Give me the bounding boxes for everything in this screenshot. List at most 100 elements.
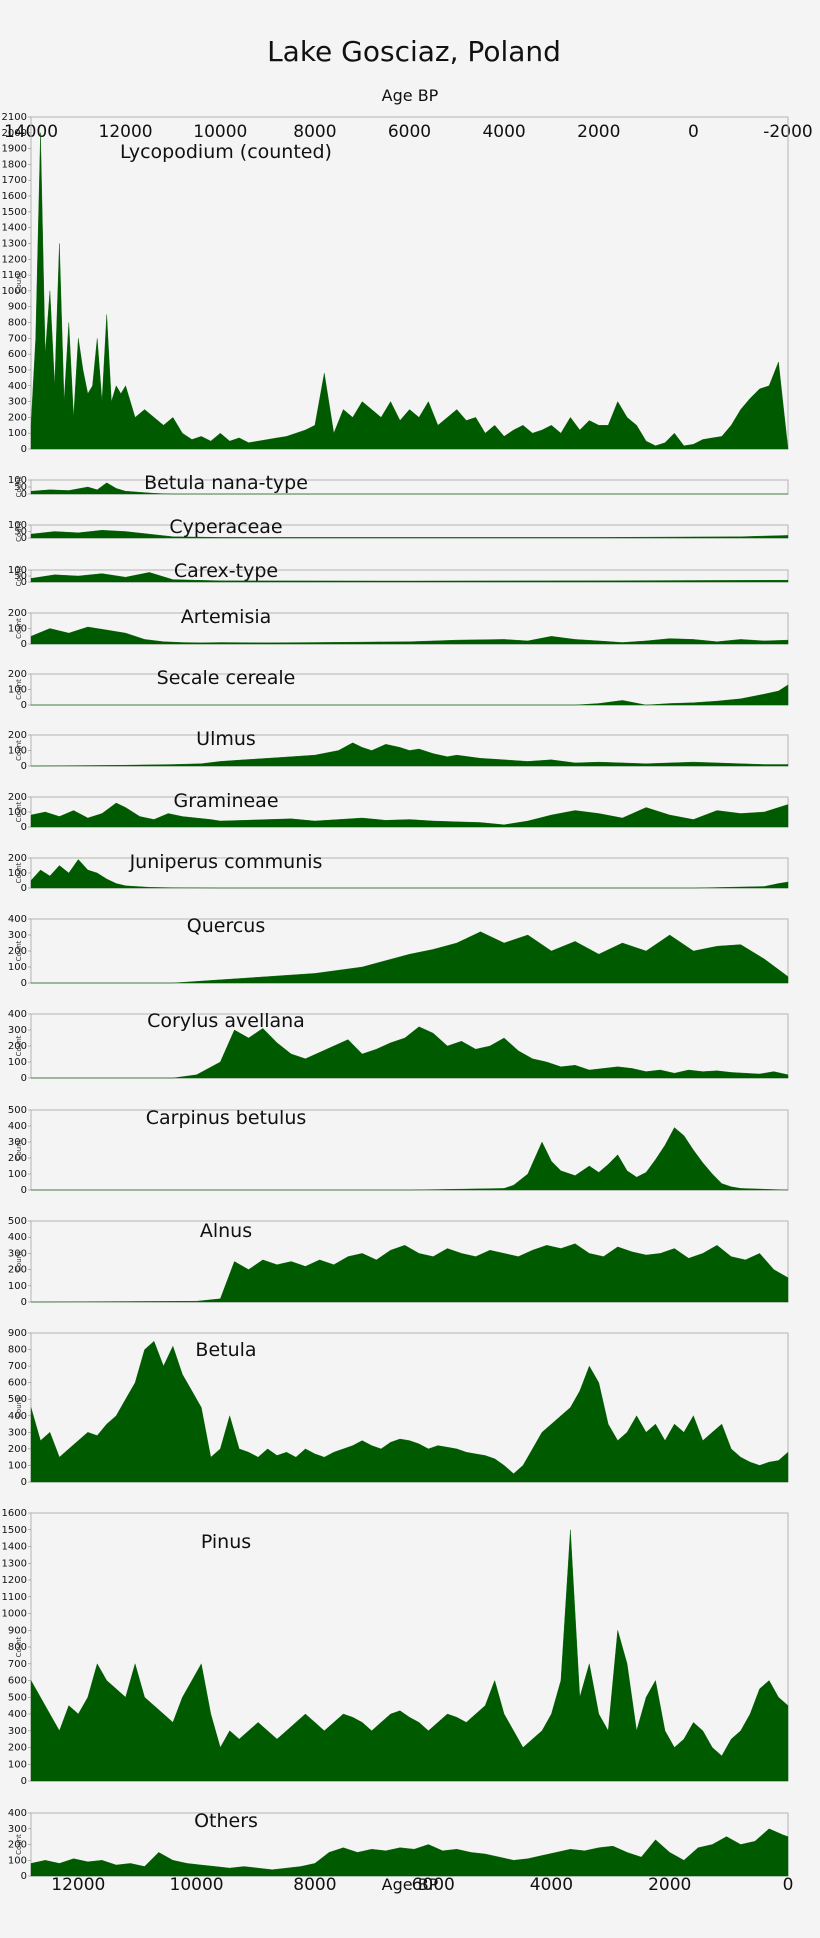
ytick-label: 100: [8, 520, 27, 531]
panel-title: Gramineae: [173, 790, 278, 812]
panel-title: Carex-type: [174, 560, 278, 582]
ytick-label: 1900: [2, 144, 27, 155]
ytick-label: 0: [21, 883, 27, 894]
ytick-label: 100: [8, 1855, 27, 1866]
ytick-label: 200: [8, 1840, 27, 1851]
ytick-label: 1100: [2, 1592, 27, 1603]
ylabel: Count: [15, 1251, 23, 1272]
ytick-label: 300: [8, 1427, 27, 1438]
ytick-label: 100: [8, 1460, 27, 1471]
ytick-label: 500: [8, 1105, 27, 1116]
ytick-label: 600: [8, 349, 27, 360]
ytick-label: 100: [8, 565, 27, 576]
ytick-label: 2100: [2, 112, 27, 123]
ytick-label: 400: [8, 381, 27, 392]
panel-1: 0 100 200 300 400 500 600 700 800 900 1000 1100 1200…: [2, 112, 789, 455]
panel-title: Pinus: [201, 1531, 251, 1553]
panel-title: Others: [194, 1810, 258, 1832]
panel-title: Betula: [195, 1339, 256, 1361]
bottom-axis-tick: 10000: [170, 1875, 224, 1895]
panel-15: 0 100 200 300 400 500 600 700 800 900 1000 1100 1200…: [2, 1508, 789, 1787]
top-axis-ticks: 14000 12000 10000 8000 6000 4000 2000 0 -2000: [4, 122, 813, 142]
ytick-label: 500: [8, 1216, 27, 1227]
panel-12: 0 100 200 300 400 500 Count Carpinus betulus: [8, 1105, 789, 1196]
ytick-label: 100: [8, 1169, 27, 1180]
ytick-label: 100: [8, 1281, 27, 1292]
top-axis-tick: 6000: [388, 122, 431, 142]
bottom-axis-tick: 4000: [530, 1875, 573, 1895]
ytick-label: 300: [8, 1137, 27, 1148]
ytick-label: 400: [8, 1232, 27, 1243]
ytick-label: 200: [8, 946, 27, 957]
ytick-label: 50: [14, 527, 27, 538]
ytick-label: 500: [8, 1692, 27, 1703]
ytick-label: 1000: [2, 1609, 27, 1620]
ytick-label: 700: [8, 333, 27, 344]
ytick-label: 0: [21, 1776, 27, 1787]
ytick-label: 0: [21, 822, 27, 833]
panel-13: 0 100 200 300 400 500 Count Alnus: [8, 1216, 789, 1308]
ytick-label: 900: [8, 1625, 27, 1636]
ytick-label: 200: [8, 1153, 27, 1164]
ytick-label: 500: [8, 1394, 27, 1405]
ytick-label: 400: [8, 1808, 27, 1819]
ytick-label: 100: [8, 962, 27, 973]
ylabel: Count: [15, 801, 23, 822]
ytick-label: 2000: [2, 128, 27, 139]
ytick-label: 50: [14, 571, 27, 582]
ytick-label: 0: [21, 1185, 27, 1196]
ytick-label: 200: [8, 1265, 27, 1276]
ytick-label: 1000: [2, 286, 27, 297]
ytick-label: 100: [8, 624, 27, 635]
ylabel: Count: [15, 476, 23, 497]
ytick-label: 300: [8, 1726, 27, 1737]
ytick-label: 400: [8, 1009, 27, 1020]
ytick-label: 400: [8, 1411, 27, 1422]
panel-title: Quercus: [187, 915, 265, 937]
series-area: [30, 1529, 789, 1782]
ylabel: Count: [15, 618, 23, 639]
ytick-label: 700: [8, 1659, 27, 1670]
panel-16: 0 100 200 300 400 Count Others: [8, 1808, 789, 1882]
ylabel: Count: [15, 1397, 23, 1418]
bottom-axis-tick: 8000: [293, 1875, 336, 1895]
ytick-label: 400: [8, 1709, 27, 1720]
ytick-label: 400: [8, 1121, 27, 1132]
ytick-label: 1300: [2, 1558, 27, 1569]
top-axis-tick: 4000: [482, 122, 525, 142]
ytick-label: 0: [21, 444, 27, 455]
series-area: [30, 742, 789, 767]
ytick-label: 600: [8, 1676, 27, 1687]
series-area: [30, 132, 789, 450]
ylabel: Count: [15, 565, 23, 586]
ytick-label: 200: [8, 1444, 27, 1455]
panel-title: Cyperaceae: [169, 516, 282, 538]
bottom-axis-label: Age BP: [382, 1875, 439, 1894]
bottom-axis-tick: 2000: [648, 1875, 691, 1895]
panel-title: Betula nana-type: [144, 472, 308, 494]
ytick-label: 0: [21, 533, 27, 544]
bottom-axis-ticks: 12000 10000 8000 6000 4000 2000 0: [51, 1875, 793, 1895]
ytick-label: 900: [8, 302, 27, 313]
ytick-label: 200: [8, 608, 27, 619]
ylabel: Count: [15, 272, 23, 293]
ytick-label: 300: [8, 1824, 27, 1835]
ytick-label: 1200: [2, 1575, 27, 1586]
ytick-label: 200: [8, 412, 27, 423]
top-axis-tick: 10000: [193, 122, 247, 142]
ytick-label: 300: [8, 930, 27, 941]
series-area: [30, 684, 789, 706]
ytick-label: 800: [8, 1642, 27, 1653]
ytick-label: 100: [8, 428, 27, 439]
ytick-label: 0: [21, 489, 27, 500]
ytick-label: 100: [8, 1057, 27, 1068]
ytick-label: 300: [8, 397, 27, 408]
ylabel: Count: [15, 1636, 23, 1657]
top-axis-tick: 0: [688, 122, 699, 142]
ytick-label: 600: [8, 1378, 27, 1389]
ytick-label: 700: [8, 1361, 27, 1372]
ytick-label: 100: [8, 868, 27, 879]
